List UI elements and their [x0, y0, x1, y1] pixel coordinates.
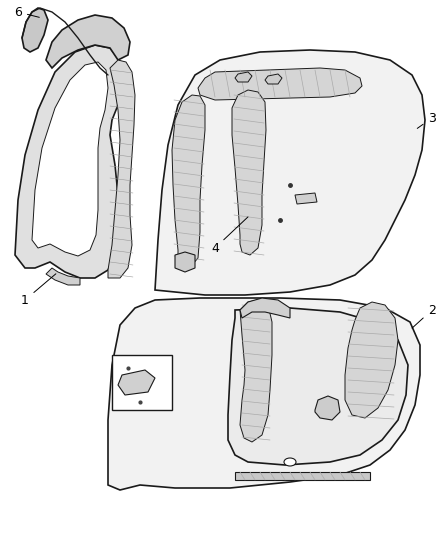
Polygon shape [46, 15, 130, 68]
Polygon shape [295, 193, 317, 204]
Polygon shape [198, 68, 362, 100]
Polygon shape [108, 60, 135, 278]
Ellipse shape [284, 458, 296, 466]
Polygon shape [240, 300, 272, 442]
Polygon shape [175, 252, 195, 272]
Polygon shape [32, 62, 108, 256]
Polygon shape [46, 268, 80, 285]
Polygon shape [240, 298, 290, 318]
Polygon shape [265, 74, 282, 84]
Polygon shape [112, 355, 172, 410]
Polygon shape [228, 308, 408, 465]
Polygon shape [315, 396, 340, 420]
Polygon shape [345, 302, 398, 418]
Polygon shape [235, 472, 370, 480]
Text: 4: 4 [211, 217, 248, 254]
Polygon shape [15, 45, 122, 278]
Text: 1: 1 [21, 274, 56, 306]
Polygon shape [155, 50, 425, 295]
Polygon shape [172, 95, 205, 265]
Polygon shape [22, 8, 48, 52]
Polygon shape [232, 90, 266, 255]
Polygon shape [235, 72, 252, 82]
Text: 6: 6 [14, 5, 39, 19]
Text: 2: 2 [412, 303, 436, 328]
Polygon shape [108, 298, 420, 490]
Text: 3: 3 [417, 111, 436, 128]
Polygon shape [118, 370, 155, 395]
